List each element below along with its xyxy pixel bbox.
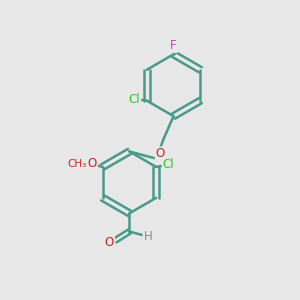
Text: F: F — [170, 39, 177, 52]
Text: H: H — [144, 230, 152, 243]
Text: O: O — [156, 147, 165, 160]
Text: O: O — [88, 158, 97, 170]
Text: CH₃: CH₃ — [68, 159, 87, 169]
Text: O: O — [105, 236, 114, 249]
Text: Cl: Cl — [163, 158, 174, 171]
Text: Cl: Cl — [129, 93, 140, 106]
